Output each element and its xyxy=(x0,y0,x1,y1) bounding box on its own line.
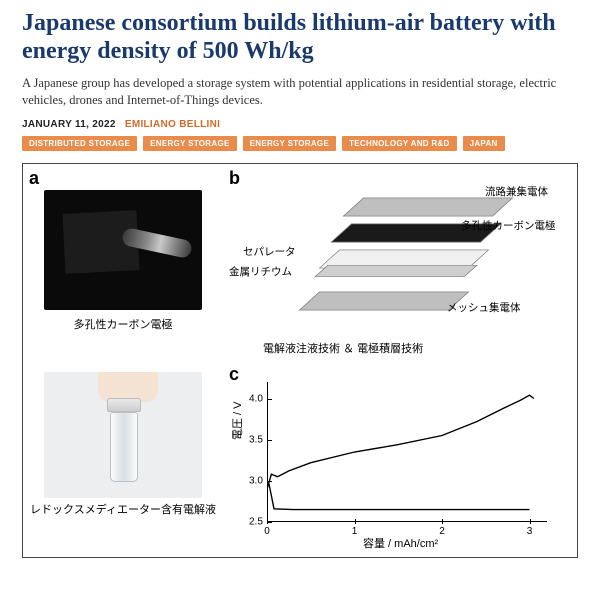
layer-lithium xyxy=(314,265,477,277)
panel-a-label: a xyxy=(29,168,39,189)
panel-a: a 多孔性カーボン電極 xyxy=(23,164,223,361)
chart-ylabel: 電圧 / V xyxy=(229,402,245,441)
chart-ytick: 2.5 xyxy=(249,517,263,528)
chart-xtick: 0 xyxy=(264,526,270,537)
panel-a-caption: 多孔性カーボン電極 xyxy=(27,316,219,332)
panel-a-photo xyxy=(44,190,202,310)
chart-ytick: 3.0 xyxy=(249,476,263,487)
chart-xtick: 2 xyxy=(439,526,445,537)
chart-xlabel: 容量 / mAh/cm² xyxy=(363,535,438,551)
vial-body xyxy=(110,412,138,482)
article-meta: JANUARY 11, 2022 EMILIANO BELLINI xyxy=(22,119,578,130)
panel-c: c 電圧 / V 容量 / mAh/cm² 2.5 3.0 3.5 4.0 0 1 2 3 xyxy=(223,360,577,557)
tag[interactable]: ENERGY STORAGE xyxy=(143,136,236,151)
layer-label: メッシュ集電体 xyxy=(447,300,521,315)
chart-ytick: 3.5 xyxy=(249,435,263,446)
panel-a2-caption: レドックスメディエーター含有電解液 xyxy=(27,504,219,518)
layer-label: 金属リチウム xyxy=(229,264,292,279)
layer-label: セパレータ xyxy=(243,244,296,259)
tag[interactable]: ENERGY STORAGE xyxy=(243,136,336,151)
layer-mesh-collector xyxy=(299,292,470,311)
chart-lines xyxy=(267,382,547,522)
panel-c-label: c xyxy=(229,364,239,385)
chart-xtick: 1 xyxy=(352,526,358,537)
vial-cap xyxy=(107,398,141,412)
layer-label: 流路兼集電体 xyxy=(485,184,548,199)
panel-a2: レドックスメディエーター含有電解液 xyxy=(23,360,223,557)
layer-label: 多孔性カーボン電極 xyxy=(461,218,556,233)
figure-panel: a 多孔性カーボン電極 b 流路兼集電体 多孔性カーボン電極 セパレータ 金属リ… xyxy=(22,163,578,558)
layer-collector-top xyxy=(343,198,514,217)
tag[interactable]: DISTRIBUTED STORAGE xyxy=(22,136,137,151)
chart-ytick: 4.0 xyxy=(249,393,263,404)
chart-xtick: 3 xyxy=(527,526,533,537)
tag[interactable]: TECHNOLOGY AND R&D xyxy=(342,136,457,151)
battery-stack-diagram: 流路兼集電体 多孔性カーボン電極 セパレータ 金属リチウム メッシュ集電体 xyxy=(233,184,563,344)
article-subhead: A Japanese group has developed a storage… xyxy=(22,75,578,109)
article-author[interactable]: EMILIANO BELLINI xyxy=(125,119,220,130)
panel-a2-photo xyxy=(44,372,202,498)
panel-b-bottom-caption: 電解液注液技術 ＆ 電極積層技術 xyxy=(263,340,423,356)
panel-b: b 流路兼集電体 多孔性カーボン電極 セパレータ 金属リチウム メッシュ集電体 … xyxy=(223,164,577,361)
article-date: JANUARY 11, 2022 xyxy=(22,119,116,130)
article-headline: Japanese consortium builds lithium-air b… xyxy=(22,10,578,65)
tag-list: DISTRIBUTED STORAGE ENERGY STORAGE ENERG… xyxy=(22,136,578,151)
tag[interactable]: JAPAN xyxy=(463,136,505,151)
